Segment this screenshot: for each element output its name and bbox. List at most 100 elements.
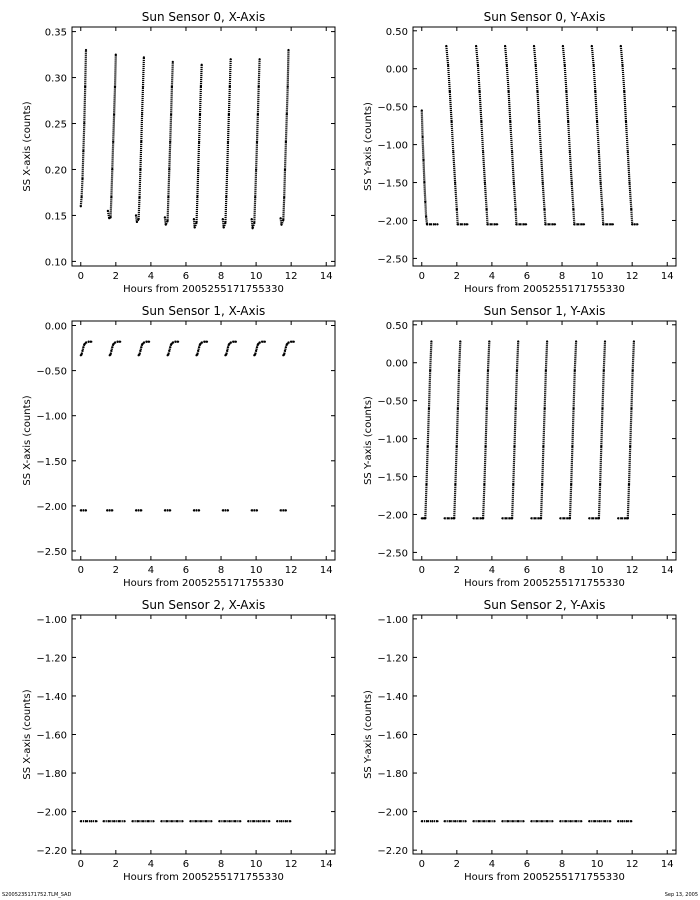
data-point — [546, 820, 549, 823]
y-tick-label: −2.00 — [377, 510, 408, 521]
data-point — [559, 820, 562, 823]
data-point — [508, 517, 511, 520]
data-point — [87, 340, 90, 343]
data-point — [174, 340, 177, 343]
data-point — [247, 820, 250, 823]
chart-title: Sun Sensor 2, Y-Axis — [484, 598, 606, 612]
y-tick-label: −0.50 — [377, 103, 408, 114]
y-tick-label: −1.50 — [377, 179, 408, 190]
data-point — [170, 820, 173, 823]
data-point — [134, 509, 138, 512]
data-point — [84, 820, 88, 823]
data-point — [540, 820, 544, 823]
data-point — [543, 208, 546, 211]
data-point — [483, 181, 486, 184]
data-point — [227, 113, 230, 116]
report-date-label: Sep 13, 2005 — [664, 892, 698, 898]
y-tick-label: 0.00 — [45, 322, 67, 333]
y-tick-label: −1.20 — [377, 653, 408, 664]
data-point — [84, 85, 87, 88]
y-axis-label: SS X-axis (counts) — [22, 101, 33, 191]
x-tick-label: 2 — [454, 565, 460, 576]
data-point — [113, 85, 117, 88]
data-point — [572, 208, 575, 211]
data-point — [285, 343, 288, 346]
data-point — [102, 820, 105, 823]
data-point — [169, 346, 172, 349]
data-point — [253, 221, 256, 224]
data-point — [537, 517, 540, 520]
data-point — [107, 820, 110, 823]
data-point — [252, 820, 255, 823]
data-segment-7 — [282, 340, 294, 357]
data-point — [569, 820, 572, 823]
data-point — [110, 196, 113, 199]
data-point — [580, 223, 583, 226]
data-point — [425, 223, 429, 226]
plot-frame — [412, 320, 677, 561]
data-point — [225, 196, 228, 199]
y-tick-label: −1.00 — [377, 141, 408, 152]
data-point — [255, 346, 259, 349]
x-tick-label: 4 — [489, 565, 495, 576]
data-point — [551, 820, 554, 823]
data-segment-2 — [134, 57, 145, 223]
data-point — [140, 509, 143, 512]
data-point — [522, 223, 525, 226]
y-tick-label: 0.00 — [386, 65, 408, 76]
data-point — [535, 820, 538, 823]
data-point — [630, 208, 633, 211]
data-point — [255, 349, 258, 352]
data-point — [282, 509, 285, 512]
data-point — [136, 820, 139, 823]
data-point — [82, 509, 85, 512]
data-segment-1 — [424, 341, 433, 519]
data-point — [570, 483, 573, 486]
data-point — [261, 340, 264, 343]
data-point — [627, 483, 631, 486]
data-point — [197, 168, 200, 171]
data-point — [83, 343, 86, 346]
x-tick-label: 14 — [661, 565, 674, 576]
data-point — [141, 820, 145, 823]
data-segment-11 — [568, 341, 578, 519]
data-point — [138, 196, 141, 199]
data-point — [517, 820, 520, 823]
data-point — [455, 208, 458, 211]
chart-panel-1: Sun Sensor 0, Y-Axis 0 2 4 6 8 10 12 14 −2.50 −2.0… — [363, 10, 677, 295]
data-point — [210, 820, 213, 823]
y-tick-label: −0.50 — [377, 397, 408, 408]
data-point — [596, 120, 599, 123]
data-point — [203, 340, 206, 343]
x-tick-label: 0 — [419, 565, 425, 576]
x-tick-label: 10 — [591, 565, 604, 576]
data-point — [509, 120, 512, 123]
data-point — [590, 44, 593, 48]
data-point — [570, 181, 573, 184]
data-point — [463, 223, 466, 226]
data-segment-5 — [221, 59, 232, 229]
x-tick-label: 4 — [148, 271, 154, 282]
data-point — [195, 221, 198, 224]
data-point — [572, 407, 575, 410]
data-point — [95, 820, 98, 823]
y-tick-label: −2.50 — [377, 548, 408, 559]
data-segment-0 — [420, 110, 429, 225]
data-segment-6 — [253, 340, 265, 357]
y-tick-label: −1.40 — [377, 692, 408, 703]
data-point — [250, 509, 253, 512]
data-point — [109, 216, 112, 219]
data-point — [254, 353, 257, 356]
data-point — [611, 223, 615, 226]
data-point — [483, 483, 486, 486]
data-point — [609, 820, 612, 823]
data-point — [427, 407, 431, 410]
data-point — [551, 223, 554, 226]
y-tick-label: −1.00 — [36, 412, 67, 423]
x-tick-label: 0 — [78, 271, 84, 282]
data-point — [112, 343, 115, 346]
data-point — [588, 820, 591, 823]
data-point — [460, 223, 463, 226]
data-point — [588, 517, 591, 520]
data-point — [228, 820, 231, 823]
